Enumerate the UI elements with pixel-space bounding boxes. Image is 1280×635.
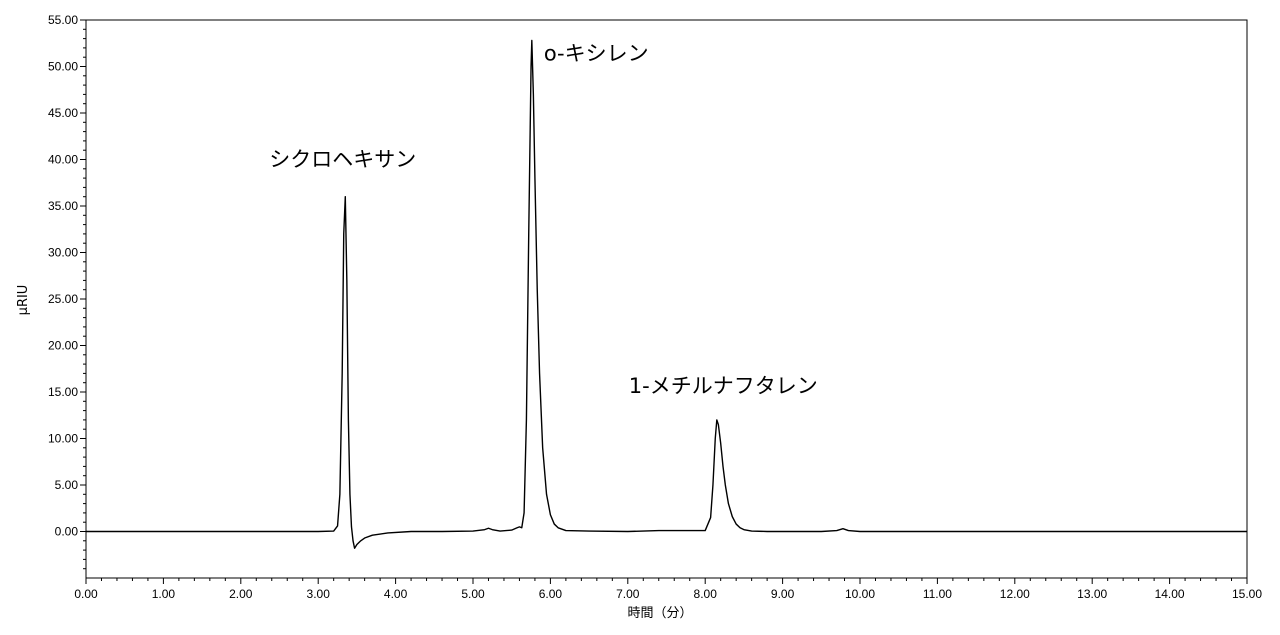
x-tick-label: 15.00 — [1232, 587, 1262, 601]
peak-label: シクロヘキサン — [269, 148, 416, 172]
y-tick-label: 55.00 — [48, 13, 78, 27]
y-tick-label: 50.00 — [48, 60, 78, 74]
y-tick-label: 40.00 — [48, 153, 78, 167]
x-tick-label: 11.00 — [923, 587, 952, 601]
y-tick-label: 0.00 — [55, 525, 79, 539]
x-tick-label: 7.00 — [616, 587, 640, 601]
y-tick-label: 15.00 — [48, 385, 78, 399]
x-tick-label: 8.00 — [694, 587, 718, 601]
ticks-group: 0.00 1.00 2.00 3.00 4.00 5.00 6.00 7.00 8.00 9.00… — [48, 13, 1262, 601]
y-axis-title: µRIU — [16, 285, 31, 316]
x-tick-label: 5.00 — [461, 587, 485, 601]
series-group — [86, 39, 1247, 549]
axes-group — [85, 19, 1248, 579]
y-tick-label: 10.00 — [48, 432, 78, 446]
x-axis-title: 時間（分） — [627, 606, 692, 621]
plot-frame — [85, 19, 1248, 579]
x-tick-label: 9.00 — [771, 587, 795, 601]
annotations-group: シクロヘキサン o-キシレン 1-メチルナフタレン — [269, 41, 817, 397]
x-tick-label: 6.00 — [539, 587, 563, 601]
y-tick-label: 45.00 — [48, 106, 78, 120]
x-tick-label: 14.00 — [1155, 587, 1185, 601]
peak-label: 1-メチルナフタレン — [629, 374, 818, 398]
x-tick-label: 3.00 — [307, 587, 331, 601]
x-tick-label: 10.00 — [845, 587, 875, 601]
x-tick-label: 2.00 — [229, 587, 253, 601]
y-tick-label: 30.00 — [48, 246, 78, 260]
y-tick-label: 5.00 — [55, 478, 79, 492]
chromatogram-trace — [86, 39, 1247, 549]
y-tick-label: 20.00 — [48, 339, 78, 353]
x-tick-label: 4.00 — [384, 587, 408, 601]
x-tick-label: 0.00 — [74, 587, 98, 601]
y-tick-label: 25.00 — [48, 292, 78, 306]
x-tick-label: 1.00 — [152, 587, 176, 601]
x-tick-label: 13.00 — [1077, 587, 1107, 601]
y-tick-label: 35.00 — [48, 199, 78, 213]
x-tick-label: 12.00 — [1000, 587, 1030, 601]
peak-label: o-キシレン — [544, 41, 649, 65]
